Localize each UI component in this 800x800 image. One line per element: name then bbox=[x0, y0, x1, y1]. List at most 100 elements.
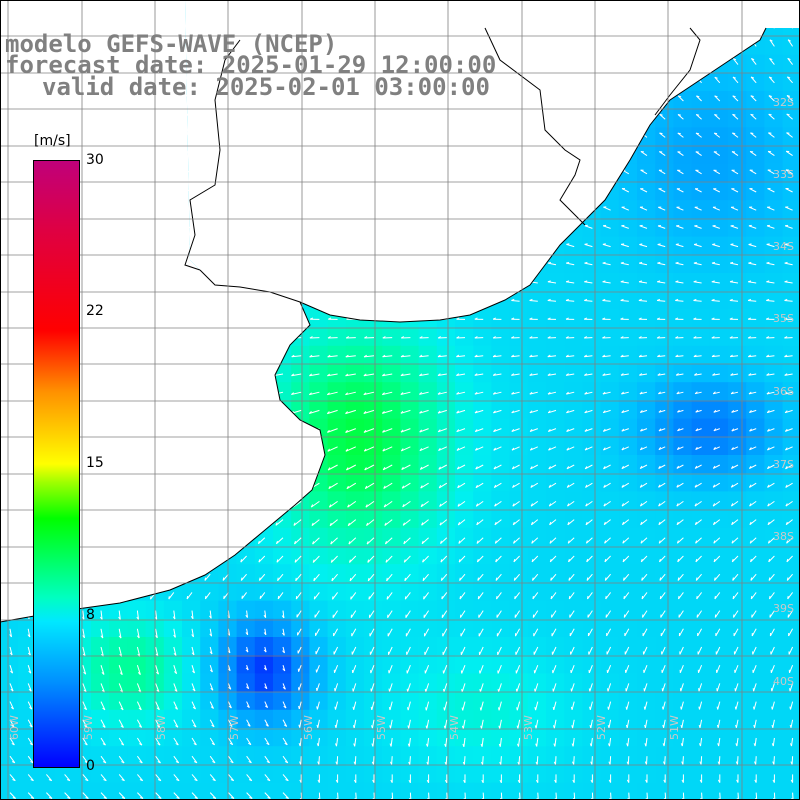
wind-cell bbox=[600, 509, 620, 529]
wind-cell bbox=[382, 400, 401, 420]
wind-arrow-head bbox=[657, 243, 661, 245]
wind-arrow-head bbox=[585, 484, 588, 488]
wind-cell bbox=[546, 527, 565, 547]
wind-arrow-head bbox=[603, 447, 606, 451]
wind-cell bbox=[673, 364, 693, 383]
wind-cell bbox=[327, 655, 347, 674]
wind-cell bbox=[509, 527, 529, 547]
wind-arrow bbox=[277, 573, 284, 582]
wind-cell bbox=[418, 746, 438, 765]
wind-cell bbox=[782, 327, 800, 347]
wind-cell bbox=[345, 673, 365, 693]
wind-cell bbox=[564, 709, 583, 729]
wind-cell bbox=[455, 491, 474, 511]
wind-arrow bbox=[584, 300, 593, 302]
wind-arrow-head bbox=[438, 466, 441, 470]
wind-cell bbox=[163, 709, 183, 729]
wind-cell bbox=[782, 673, 800, 693]
wind-arrow bbox=[730, 262, 739, 266]
wind-cell bbox=[546, 291, 565, 310]
wind-cell bbox=[182, 582, 201, 602]
wind-cell bbox=[345, 418, 365, 438]
wind-arrow-head bbox=[419, 336, 423, 339]
wind-cell bbox=[527, 527, 547, 547]
wind-arrow bbox=[529, 300, 538, 302]
wind-arrow bbox=[786, 113, 793, 120]
wind-cell bbox=[127, 673, 147, 693]
wind-arrow-head bbox=[767, 447, 770, 451]
wind-cell bbox=[109, 618, 128, 638]
wind-cell bbox=[564, 509, 583, 529]
wind-cell bbox=[418, 509, 438, 529]
wind-arrow bbox=[784, 225, 793, 229]
wind-cell bbox=[764, 309, 784, 329]
wind-arrow-head bbox=[327, 336, 331, 339]
wind-arrow bbox=[786, 76, 793, 84]
wind-arrow-head bbox=[382, 336, 386, 339]
wind-cell bbox=[655, 600, 674, 620]
wind-cell bbox=[436, 564, 456, 583]
wind-cell bbox=[691, 509, 711, 529]
wind-arrow bbox=[675, 244, 684, 248]
wind-arrow-head bbox=[768, 558, 771, 563]
wind-cell bbox=[600, 655, 620, 674]
wind-arrow-head bbox=[457, 503, 460, 507]
wind-arrow bbox=[511, 391, 520, 395]
wind-cell bbox=[163, 691, 183, 711]
wind-arrow-head bbox=[784, 317, 788, 320]
wind-arrow-head bbox=[784, 298, 788, 301]
wind-cell bbox=[546, 509, 565, 529]
wind-arrow bbox=[640, 409, 648, 413]
wind-arrow bbox=[712, 482, 721, 488]
wind-arrow bbox=[786, 573, 793, 581]
wind-arrow bbox=[383, 500, 393, 508]
wind-arrow-head bbox=[477, 577, 479, 581]
wind-arrow-head bbox=[584, 243, 588, 245]
wind-arrow-head bbox=[168, 596, 170, 600]
wind-cell bbox=[200, 673, 219, 693]
wind-cell bbox=[673, 309, 693, 329]
wind-arrow-head bbox=[400, 429, 404, 433]
wind-cell bbox=[364, 491, 383, 511]
wind-arrow-head bbox=[475, 447, 478, 451]
wind-cell bbox=[637, 564, 656, 583]
wind-arrow-head bbox=[787, 76, 791, 79]
wind-arrow bbox=[587, 592, 593, 600]
wind-arrow-head bbox=[675, 354, 679, 358]
wind-arrow-head bbox=[693, 354, 697, 358]
wind-cell bbox=[327, 673, 347, 693]
wind-arrow-head bbox=[474, 391, 478, 395]
wind-cell bbox=[709, 600, 729, 620]
wind-arrow bbox=[731, 132, 739, 138]
wind-cell bbox=[582, 345, 602, 365]
wind-cell bbox=[746, 345, 765, 365]
wind-arrow-head bbox=[532, 577, 534, 581]
wind-arrow-head bbox=[732, 76, 736, 79]
wind-arrow-head bbox=[209, 615, 212, 619]
wind-cell bbox=[473, 400, 492, 420]
wind-cell bbox=[0, 691, 19, 711]
wind-arrow bbox=[227, 610, 230, 618]
wind-arrow-head bbox=[476, 521, 479, 526]
wind-arrow bbox=[100, 610, 103, 620]
wind-cell bbox=[291, 582, 310, 602]
wind-cell bbox=[527, 728, 547, 747]
wind-arrow-head bbox=[328, 504, 332, 508]
wind-cell bbox=[0, 746, 19, 765]
wind-arrow-head bbox=[475, 466, 478, 470]
wind-arrow-head bbox=[676, 521, 679, 525]
wind-cell bbox=[491, 582, 511, 602]
wind-arrow bbox=[493, 373, 502, 376]
wind-arrow bbox=[459, 610, 466, 618]
wind-arrow-head bbox=[364, 485, 368, 489]
wind-arrow bbox=[511, 446, 520, 451]
wind-arrow bbox=[566, 355, 575, 358]
wind-arrow-head bbox=[345, 448, 349, 452]
wind-arrow bbox=[748, 300, 757, 302]
wind-cell bbox=[473, 527, 492, 547]
wind-arrow-head bbox=[784, 410, 788, 414]
wind-cell bbox=[728, 564, 747, 583]
wind-cell bbox=[327, 364, 347, 383]
wind-cell bbox=[327, 764, 347, 784]
wind-cell bbox=[236, 691, 256, 711]
